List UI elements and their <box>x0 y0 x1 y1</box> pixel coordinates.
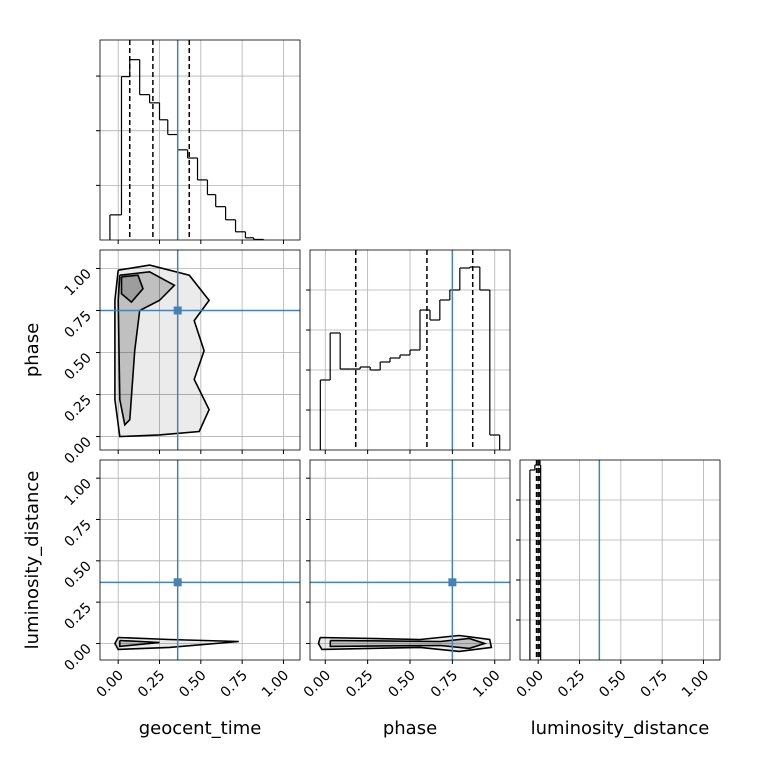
y-axis-label: phase <box>22 323 43 377</box>
panel-frame <box>519 459 721 661</box>
contour-inner <box>119 639 160 648</box>
x-tick-label: 0.75 <box>638 668 671 701</box>
y-tick-label: 0.50 <box>61 350 94 383</box>
y-tick-label: 1.00 <box>61 476 94 509</box>
y-tick-label: 0.00 <box>61 434 94 467</box>
y-tick-label: 0.25 <box>61 600 94 633</box>
contour-core <box>120 274 144 304</box>
contour-outer <box>317 634 493 653</box>
y-axis-label: luminosity_distance <box>22 471 43 650</box>
panel-frame <box>99 459 301 661</box>
panel-frame <box>309 459 511 661</box>
x-axis-label: phase <box>383 718 437 739</box>
y-tick-label: 0.75 <box>61 308 94 341</box>
y-tick-label: 1.00 <box>61 266 94 299</box>
truth-marker <box>173 306 182 315</box>
truth-marker <box>448 578 457 587</box>
contour-outer <box>113 636 239 651</box>
x-tick-label: 0.75 <box>428 668 461 701</box>
x-tick-label: 0.00 <box>301 668 334 701</box>
x-tick-label: 0.00 <box>514 668 547 701</box>
x-tick-label: 0.25 <box>555 668 588 701</box>
y-tick-label: 0.50 <box>61 558 94 591</box>
truth-marker <box>173 578 182 587</box>
y-tick-label: 0.25 <box>61 392 94 425</box>
contour-outer <box>114 264 211 438</box>
x-tick-label: 0.00 <box>94 668 127 701</box>
panel-frame <box>99 249 301 451</box>
x-tick-label: 1.00 <box>259 668 292 701</box>
x-tick-label: 1.00 <box>679 668 712 701</box>
contour-inner <box>329 637 488 650</box>
x-tick-label: 0.75 <box>218 668 251 701</box>
x-tick-label: 0.50 <box>596 668 629 701</box>
y-tick-label: 0.75 <box>61 517 94 550</box>
x-tick-label: 1.00 <box>470 668 503 701</box>
panel-frame <box>99 39 301 241</box>
x-axis-label: luminosity_distance <box>531 718 710 739</box>
x-tick-label: 0.25 <box>343 668 376 701</box>
x-tick-label: 0.50 <box>385 668 418 701</box>
x-axis-label: geocent_time <box>139 718 262 739</box>
y-tick-label: 0.00 <box>61 641 94 674</box>
x-tick-label: 0.50 <box>176 668 209 701</box>
x-tick-label: 0.25 <box>135 668 168 701</box>
panel-frame <box>309 249 511 451</box>
